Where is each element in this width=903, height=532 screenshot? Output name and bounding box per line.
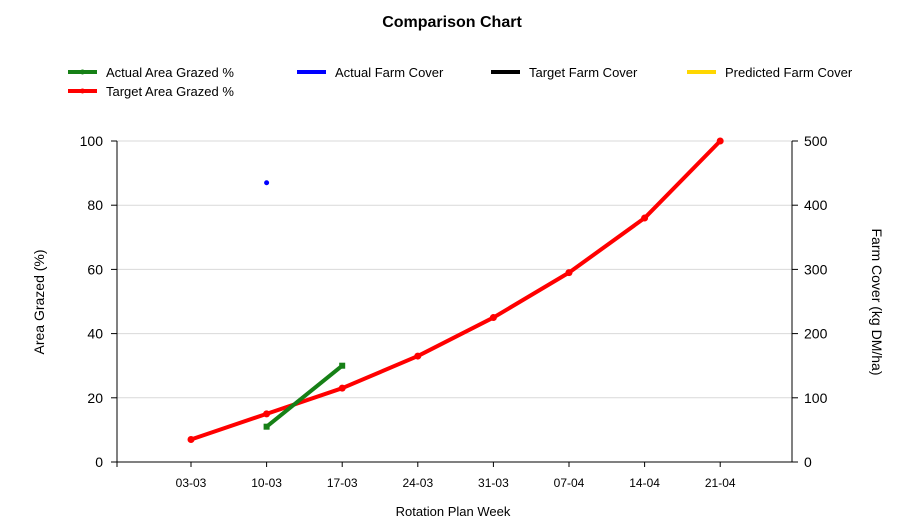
y-left-tick-label: 0 bbox=[95, 454, 103, 470]
x-tick-label: 21-04 bbox=[705, 476, 736, 490]
legend-item: Target Area Grazed % bbox=[68, 84, 234, 99]
legend-label: Target Area Grazed % bbox=[106, 84, 234, 99]
legend-item: Target Farm Cover bbox=[491, 65, 638, 80]
data-point bbox=[263, 423, 270, 430]
legend-label: Predicted Farm Cover bbox=[725, 65, 853, 80]
y-right-tick-label: 200 bbox=[804, 326, 828, 342]
y-right-tick-label: 300 bbox=[804, 261, 828, 277]
x-tick-label: 24-03 bbox=[402, 476, 433, 490]
data-point bbox=[187, 436, 195, 444]
x-tick-label: 03-03 bbox=[176, 476, 207, 490]
y-right-tick-label: 100 bbox=[804, 390, 828, 406]
x-tick-label: 14-04 bbox=[629, 476, 660, 490]
data-point bbox=[414, 352, 422, 360]
data-point bbox=[641, 214, 649, 222]
legend: Actual Area Grazed % Actual Farm Cover Tar… bbox=[68, 65, 853, 99]
data-point bbox=[716, 137, 724, 145]
gridlines bbox=[117, 140, 792, 399]
series-group bbox=[187, 137, 724, 444]
legend-item: Predicted Farm Cover bbox=[687, 65, 853, 80]
y-left-tick-label: 60 bbox=[87, 261, 103, 277]
x-tick-label: 31-03 bbox=[478, 476, 509, 490]
y-left-tick-label: 40 bbox=[87, 326, 103, 342]
legend-label: Actual Area Grazed % bbox=[106, 65, 234, 80]
y-left-tick-label: 20 bbox=[87, 390, 103, 406]
series-group bbox=[263, 362, 346, 430]
x-axis-label: Rotation Plan Week bbox=[396, 504, 511, 519]
y-right-tick-label: 500 bbox=[804, 133, 828, 149]
y-left-tick-label: 80 bbox=[87, 197, 103, 213]
legend-label: Actual Farm Cover bbox=[335, 65, 444, 80]
data-point bbox=[489, 314, 497, 322]
y-axis-right-label: Farm Cover (kg DM/ha) bbox=[869, 228, 885, 375]
data-point bbox=[338, 384, 346, 392]
y-right-tick-label: 0 bbox=[804, 454, 812, 470]
x-tick-label: 10-03 bbox=[251, 476, 282, 490]
data-point bbox=[339, 362, 346, 369]
legend-marker bbox=[80, 69, 85, 75]
data-point bbox=[264, 180, 270, 186]
data-point bbox=[263, 410, 271, 418]
x-tick-label: 07-04 bbox=[554, 476, 585, 490]
y-axis-left-label: Area Grazed (%) bbox=[31, 249, 47, 354]
y-left-tick-label: 100 bbox=[80, 133, 104, 149]
data-point bbox=[565, 269, 573, 277]
legend-item: Actual Farm Cover bbox=[297, 65, 444, 80]
y-right-tick-label: 400 bbox=[804, 197, 828, 213]
axes: 0 20 40 60 80 100 0 100 200 300 400 500 03-03 10-03 17… bbox=[80, 133, 828, 490]
series-group bbox=[264, 180, 270, 186]
series-line bbox=[189, 139, 723, 442]
chart-title: Comparison Chart bbox=[382, 14, 522, 31]
series-layer bbox=[187, 137, 724, 444]
series-line bbox=[264, 363, 345, 429]
legend-item: Actual Area Grazed % bbox=[68, 65, 234, 80]
legend-marker bbox=[80, 88, 85, 94]
legend-label: Target Farm Cover bbox=[529, 65, 638, 80]
x-tick-label: 17-03 bbox=[327, 476, 358, 490]
